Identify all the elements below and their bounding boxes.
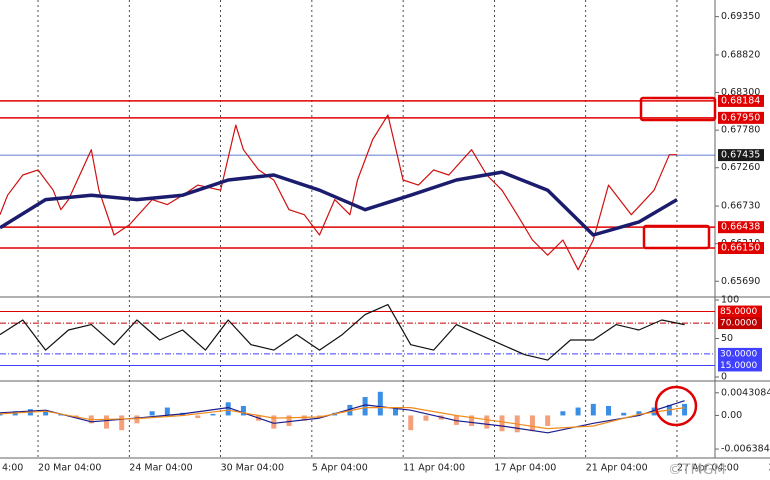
x-tick-label: 11 Apr 04:00 [403,463,465,474]
x-tick-label: 24 Mar 04:00 [129,463,192,474]
level-tag [718,347,762,360]
y-tick-label: 0.69350 [721,11,760,22]
x-tick-label: 30 Mar 04:00 [221,463,284,474]
histogram-bar [545,415,551,426]
x-tick-label: 3 May 04:00 [768,463,770,474]
level-tag [718,359,762,372]
series-line [0,170,678,237]
level-tag [718,242,764,255]
y-tick-label: 100 [721,295,739,306]
level-tag [718,221,764,234]
level-tag [718,317,762,330]
level-tag [718,305,762,318]
histogram-bar [164,407,170,416]
series-line [0,304,685,361]
histogram-bar [590,403,596,416]
level-label: 0.67950 [721,112,760,123]
watermark: ©TMGM [668,462,726,478]
histogram-bar [575,407,581,416]
histogram-bar [636,411,642,416]
histogram-bar [240,405,246,416]
x-tick-label: 21 Apr 04:00 [586,463,648,474]
histogram-bar [651,407,657,416]
histogram-bar [377,391,383,416]
y-tick-label: 70.0000 [720,319,757,329]
histogram-bar [529,415,535,432]
y-tick-label: 85.0000 [720,307,757,317]
histogram-bar [499,415,505,432]
histogram-bar [606,405,612,416]
y-tick-label: 0.67780 [721,125,760,136]
level-label: 0.66438 [721,222,760,233]
y-tick-label: 0.00 [721,410,742,421]
y-tick-label: 0.68300 [721,87,760,98]
level-label: 0.67435 [721,150,760,161]
y-tick-label: 0.0043084 [721,387,770,398]
x-tick-label: 5 Apr 04:00 [312,463,368,474]
y-tick-label: 0.66730 [721,201,760,212]
histogram-bar [301,415,307,421]
y-tick-label: 15.0000 [720,361,757,371]
histogram-bar [119,415,125,431]
level-label: 0.66150 [721,243,760,254]
series-line [0,407,685,430]
y-tick-label: 0.67260 [721,162,760,173]
histogram-bar [103,415,109,429]
x-tick-label: 17 Apr 04:00 [494,463,556,474]
y-tick-label: 50 [721,333,733,344]
level-tag [718,111,764,124]
series-line [0,400,685,434]
histogram-bar [560,411,566,416]
annotation-box [642,224,711,250]
histogram-bar [316,415,322,418]
y-tick-label: 30.0000 [720,349,757,359]
histogram-bar [271,415,277,429]
y-tick-label: 0 [721,372,727,383]
histogram-bar [423,415,429,421]
histogram-bar [621,412,627,416]
annotation-circle [654,385,698,427]
y-tick-label: 0.65690 [721,276,760,287]
histogram-bar [149,411,155,416]
histogram-bar [682,403,688,416]
level-tag [718,149,764,162]
histogram-bar [286,415,292,426]
histogram-bar [408,415,414,431]
histogram-bar [43,410,49,416]
level-tag [718,94,764,107]
histogram-bar [469,415,475,426]
histogram-bar [393,407,399,416]
series-line [0,114,677,271]
histogram-bar [195,415,201,419]
histogram-bar [484,415,490,429]
histogram-bar [134,415,140,424]
level-label: 0.68184 [721,95,760,106]
y-tick-label: -0.0063849 [721,444,770,455]
y-tick-label: 0.68820 [721,49,760,60]
annotation-box [639,96,717,122]
x-tick-label: 27 Apr 04:00 [677,463,739,474]
histogram-bar [362,397,368,416]
x-tick-label: 4:00 [2,463,23,474]
histogram-bar [225,402,231,416]
histogram-bar [210,413,216,416]
x-tick-label: 20 Mar 04:00 [38,463,101,474]
